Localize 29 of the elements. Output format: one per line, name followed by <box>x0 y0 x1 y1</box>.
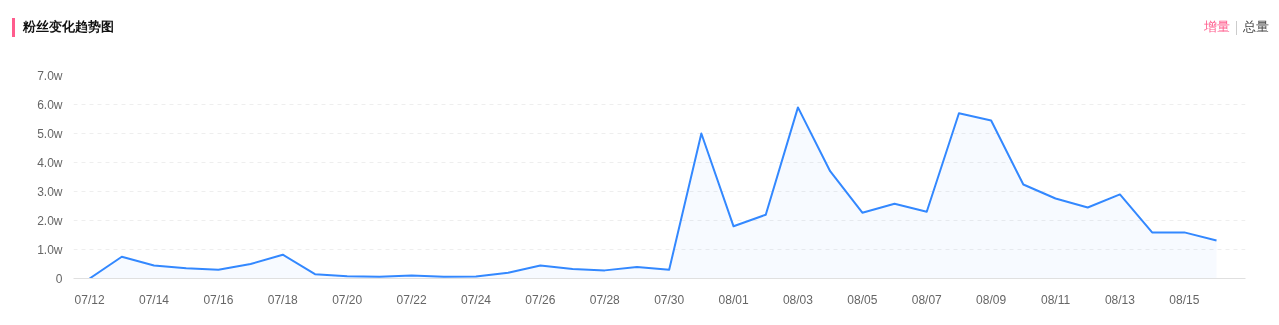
y-tick-label: 4.0w <box>37 155 63 170</box>
text: 增量 <box>1204 19 1230 34</box>
y-tick-label: 7.0w <box>37 68 63 83</box>
y-tick-label: 5.0w <box>37 126 63 141</box>
x-tick-label: 08/11 <box>1040 292 1071 307</box>
y-tick-label: 0 <box>55 271 63 286</box>
x-tick-label: 07/30 <box>654 292 685 307</box>
y-tick-label: 3.0w <box>37 184 63 199</box>
x-tick-label: 07/26 <box>525 292 556 307</box>
x-tick-label: 07/14 <box>138 292 170 307</box>
y-tick-label: 2.0w <box>37 213 63 228</box>
chart-title: 粉丝变化趋势图 <box>12 18 114 37</box>
x-tick-label: 07/24 <box>460 292 492 307</box>
x-tick-label: 08/01 <box>718 292 749 307</box>
y-tick-label: 6.0w <box>37 97 63 112</box>
text: 总量 <box>1243 19 1269 34</box>
x-tick-label: 07/20 <box>332 292 363 307</box>
x-tick-label: 08/13 <box>1104 292 1136 307</box>
x-tick-label: 08/03 <box>782 292 814 307</box>
x-tick-label: 07/12 <box>74 292 105 307</box>
x-tick-label: 08/07 <box>911 292 943 307</box>
x-tick-label: 08/15 <box>1169 292 1200 307</box>
x-tick-label: 08/09 <box>976 292 1007 307</box>
x-tick-label: 07/18 <box>267 292 299 307</box>
x-tick-label: 07/28 <box>589 292 621 307</box>
x-tick-label: 07/16 <box>203 292 234 307</box>
x-tick-label: 08/05 <box>847 292 878 307</box>
y-tick-label: 1.0w <box>37 242 63 257</box>
x-tick-label: 07/22 <box>396 292 427 307</box>
